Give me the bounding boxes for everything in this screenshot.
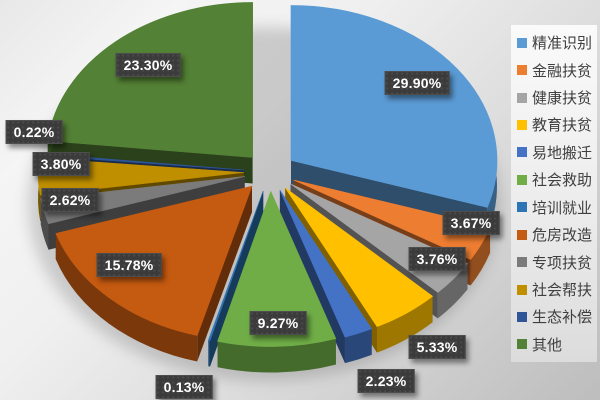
data-label-7[interactable]: 15.78% xyxy=(96,253,162,277)
legend-item-3[interactable]: 教育扶贫 xyxy=(517,111,597,138)
data-label-5[interactable]: 9.27% xyxy=(249,311,307,335)
pie-slice-5-社会救助[interactable] xyxy=(217,190,337,347)
data-label-4[interactable]: 2.23% xyxy=(357,369,415,393)
legend-item-9[interactable]: 社会帮扶 xyxy=(517,276,597,303)
data-label-9[interactable]: 3.80% xyxy=(32,152,90,176)
data-label-10[interactable]: 0.22% xyxy=(5,120,63,144)
legend-swatch-icon xyxy=(517,174,527,185)
legend-label: 专项扶贫 xyxy=(532,254,593,272)
legend-label: 生态补偿 xyxy=(532,309,593,327)
legend-swatch-icon xyxy=(517,202,527,213)
legend-swatch-icon xyxy=(517,65,527,76)
pie-slice-6-培训就业[interactable] xyxy=(207,190,264,341)
legend-label: 社会救助 xyxy=(532,172,593,190)
data-label-6[interactable]: 0.13% xyxy=(155,375,213,399)
legend-swatch-icon xyxy=(517,37,527,48)
legend-label: 健康扶贫 xyxy=(532,90,593,108)
data-label-0[interactable]: 29.90% xyxy=(384,71,450,95)
legend-label: 培训就业 xyxy=(532,199,593,217)
legend-item-7[interactable]: 危房改造 xyxy=(517,221,597,248)
legend-swatch-icon xyxy=(517,92,527,103)
legend-item-6[interactable]: 培训就业 xyxy=(517,194,597,221)
legend-label: 易地搬迁 xyxy=(532,144,593,162)
legend-label: 其他 xyxy=(532,336,563,354)
pie-slice-tops xyxy=(37,2,498,347)
legend-swatch-icon xyxy=(517,229,527,240)
data-label-3[interactable]: 5.33% xyxy=(408,335,466,359)
legend-swatch-icon xyxy=(517,339,527,350)
legend-item-1[interactable]: 金融扶贫 xyxy=(517,56,597,83)
legend-swatch-icon xyxy=(517,284,527,295)
legend-swatch-icon xyxy=(517,311,527,322)
legend-swatch-icon xyxy=(517,147,527,158)
data-label-1[interactable]: 3.67% xyxy=(442,211,500,235)
legend-label: 社会帮扶 xyxy=(532,282,593,299)
legend-item-10[interactable]: 生态补偿 xyxy=(517,303,597,330)
legend-item-0[interactable]: 精准识别 xyxy=(517,29,597,56)
legend-swatch-icon xyxy=(517,119,527,130)
legend-item-2[interactable]: 健康扶贫 xyxy=(517,84,597,111)
pie-slice-4-易地搬迁[interactable] xyxy=(279,189,373,338)
data-label-11[interactable]: 23.30% xyxy=(115,53,181,77)
legend-item-8[interactable]: 专项扶贫 xyxy=(517,248,597,275)
legend-item-4[interactable]: 易地搬迁 xyxy=(517,139,597,166)
pie-slice-wall-6 xyxy=(208,190,264,367)
legend-item-5[interactable]: 社会救助 xyxy=(517,166,597,193)
legend-item-11[interactable]: 其他 xyxy=(517,331,597,358)
legend-panel: 精准识别金融扶贫健康扶贫教育扶贫易地搬迁社会救助培训就业危房改造专项扶贫社会帮扶… xyxy=(511,25,597,362)
legend-swatch-icon xyxy=(517,257,527,268)
pie-slice-3-教育扶贫[interactable] xyxy=(285,187,434,327)
legend-label: 精准识别 xyxy=(532,35,593,53)
legend-label: 教育扶贫 xyxy=(532,117,593,135)
pie-slice-0-精准识别[interactable] xyxy=(290,5,498,208)
data-label-2[interactable]: 3.76% xyxy=(408,247,466,271)
pie-slice-11-其他[interactable] xyxy=(47,2,253,158)
data-label-8[interactable]: 2.62% xyxy=(41,188,99,212)
legend-label: 危房改造 xyxy=(532,227,593,245)
legend-label: 金融扶贫 xyxy=(532,62,593,80)
